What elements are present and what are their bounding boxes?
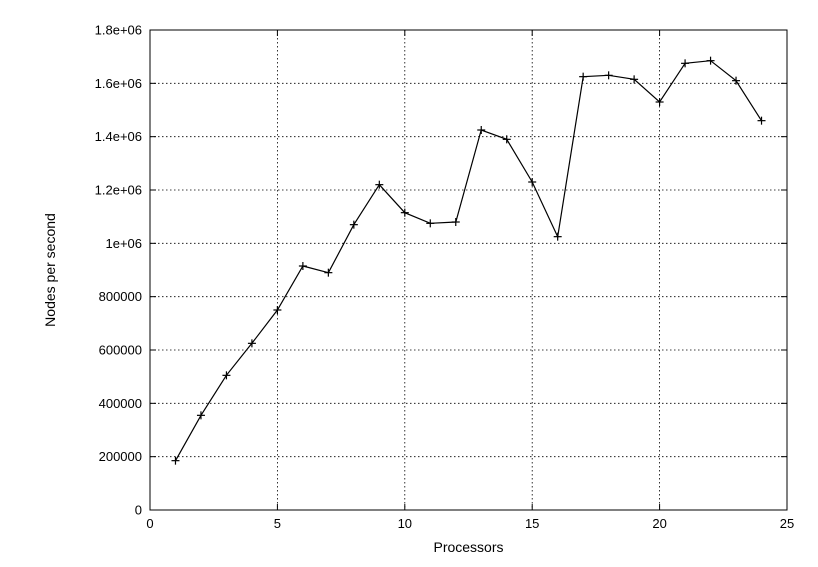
y-tick-label: 1e+06 xyxy=(105,236,142,251)
x-axis-tick-labels: 0 5 10 15 20 25 xyxy=(146,516,794,531)
data-point xyxy=(426,219,435,228)
y-tick-label: 600000 xyxy=(99,343,142,358)
y-tick-label: 0 xyxy=(135,503,142,518)
x-tick-label: 0 xyxy=(146,516,153,531)
x-axis-label: Processors xyxy=(433,539,503,555)
data-point xyxy=(681,59,690,68)
data-point xyxy=(273,306,282,314)
y-tick-label: 400000 xyxy=(99,396,142,411)
y-tick-label: 200000 xyxy=(99,449,142,464)
data-point xyxy=(732,76,741,85)
data-point xyxy=(477,126,486,134)
y-tick-label: 1.4e+06 xyxy=(95,129,142,144)
data-point xyxy=(502,135,511,144)
x-tick-label: 10 xyxy=(398,516,412,531)
data-point xyxy=(171,456,180,465)
data-point xyxy=(528,178,537,186)
data-point xyxy=(400,208,409,217)
x-tick-label: 20 xyxy=(652,516,666,531)
data-point xyxy=(655,98,664,106)
data-point xyxy=(247,339,256,348)
x-tick-label: 5 xyxy=(274,516,281,531)
data-point xyxy=(757,116,766,125)
series-line xyxy=(174,60,763,461)
x-tick-label: 15 xyxy=(525,516,539,531)
series-points xyxy=(171,56,766,465)
y-axis-label: Nodes per second xyxy=(42,213,58,327)
data-point xyxy=(451,218,460,226)
data-point xyxy=(222,371,231,380)
data-point xyxy=(349,220,358,229)
y-tick-label: 1.2e+06 xyxy=(95,183,142,198)
y-tick-label: 800000 xyxy=(99,289,142,304)
data-point xyxy=(553,232,562,241)
data-point xyxy=(604,71,613,80)
plot-frame xyxy=(149,29,788,511)
data-point xyxy=(298,262,307,270)
y-tick-label: 1.8e+06 xyxy=(95,23,142,38)
data-point xyxy=(579,72,588,81)
y-axis-tick-labels: 0 200000 400000 600000 800000 1e+06 1.2e+06 1.4… xyxy=(95,23,142,518)
x-tick-label: 25 xyxy=(780,516,794,531)
data-point xyxy=(375,180,384,189)
data-point xyxy=(630,75,639,84)
axis-ticks xyxy=(149,29,788,511)
grid xyxy=(150,30,787,510)
data-point xyxy=(706,56,715,65)
data-point xyxy=(196,411,205,420)
data-point xyxy=(324,268,333,277)
y-tick-label: 1.6e+06 xyxy=(95,76,142,91)
